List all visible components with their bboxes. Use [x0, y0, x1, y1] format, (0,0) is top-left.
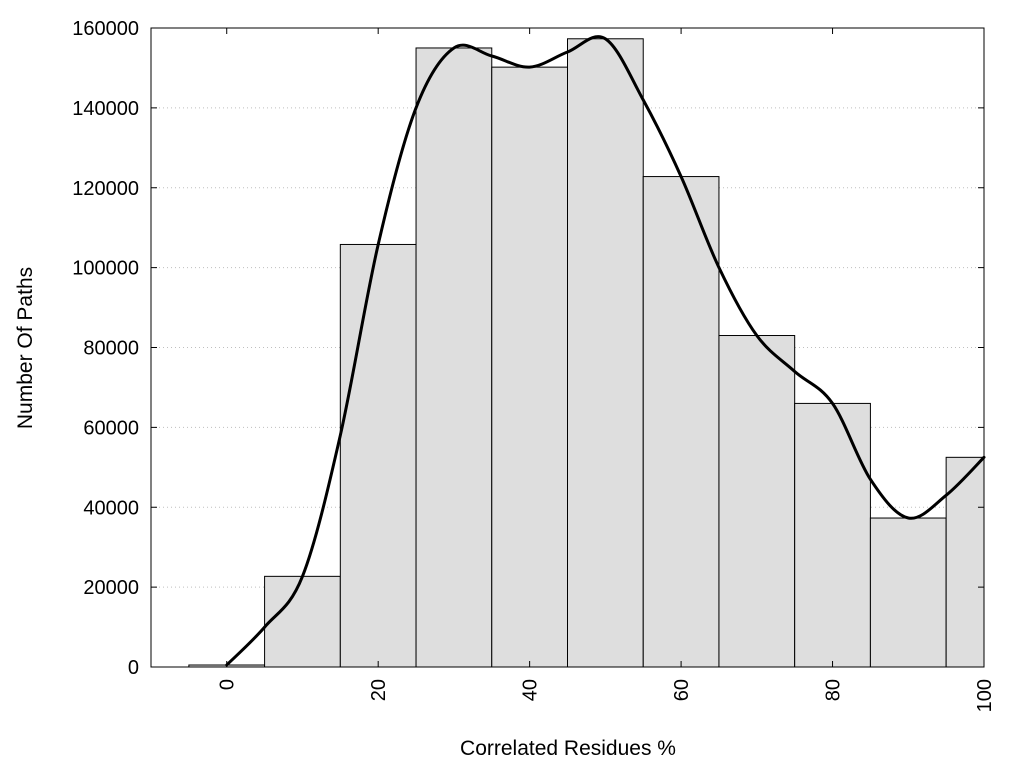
y-axis-title: Number Of Paths — [14, 267, 37, 429]
x-tick-label: 40 — [520, 679, 542, 701]
y-tick-label: 60000 — [83, 417, 139, 439]
y-tick-label: 120000 — [72, 178, 139, 200]
x-tick-label: 80 — [823, 679, 845, 701]
curve-layer — [225, 35, 986, 667]
y-tick-label: 140000 — [72, 98, 139, 120]
x-tick-label: 0 — [217, 679, 239, 690]
x-tick-label: 20 — [368, 679, 390, 701]
histogram-bar — [794, 402, 871, 667]
x-tick-label: 100 — [974, 679, 996, 712]
ticks-layer: 0 20000 40000 60000 80000 100000 120000 140000 1… — [72, 18, 996, 712]
histogram-bar — [339, 243, 417, 667]
y-tick-label: 80000 — [83, 338, 139, 360]
x-axis-title: Correlated Residues % — [460, 737, 676, 760]
x-tick-label: 60 — [671, 679, 693, 701]
histogram-bar — [491, 66, 569, 667]
histogram-bar — [718, 335, 796, 667]
histogram-bar — [869, 517, 947, 667]
y-tick-label: 160000 — [72, 18, 139, 40]
histogram-bar — [642, 176, 720, 667]
histogram-bar — [415, 47, 493, 667]
histogram-bar — [945, 456, 984, 667]
y-tick-label: 40000 — [83, 497, 139, 519]
histogram-bar — [567, 38, 644, 667]
y-tick-label: 0 — [128, 657, 139, 679]
smoothed-distribution-curve — [225, 35, 986, 667]
bars-layer — [188, 38, 984, 667]
y-tick-label: 20000 — [83, 577, 139, 599]
histogram-bar — [264, 575, 341, 667]
y-tick-label: 100000 — [72, 258, 139, 280]
